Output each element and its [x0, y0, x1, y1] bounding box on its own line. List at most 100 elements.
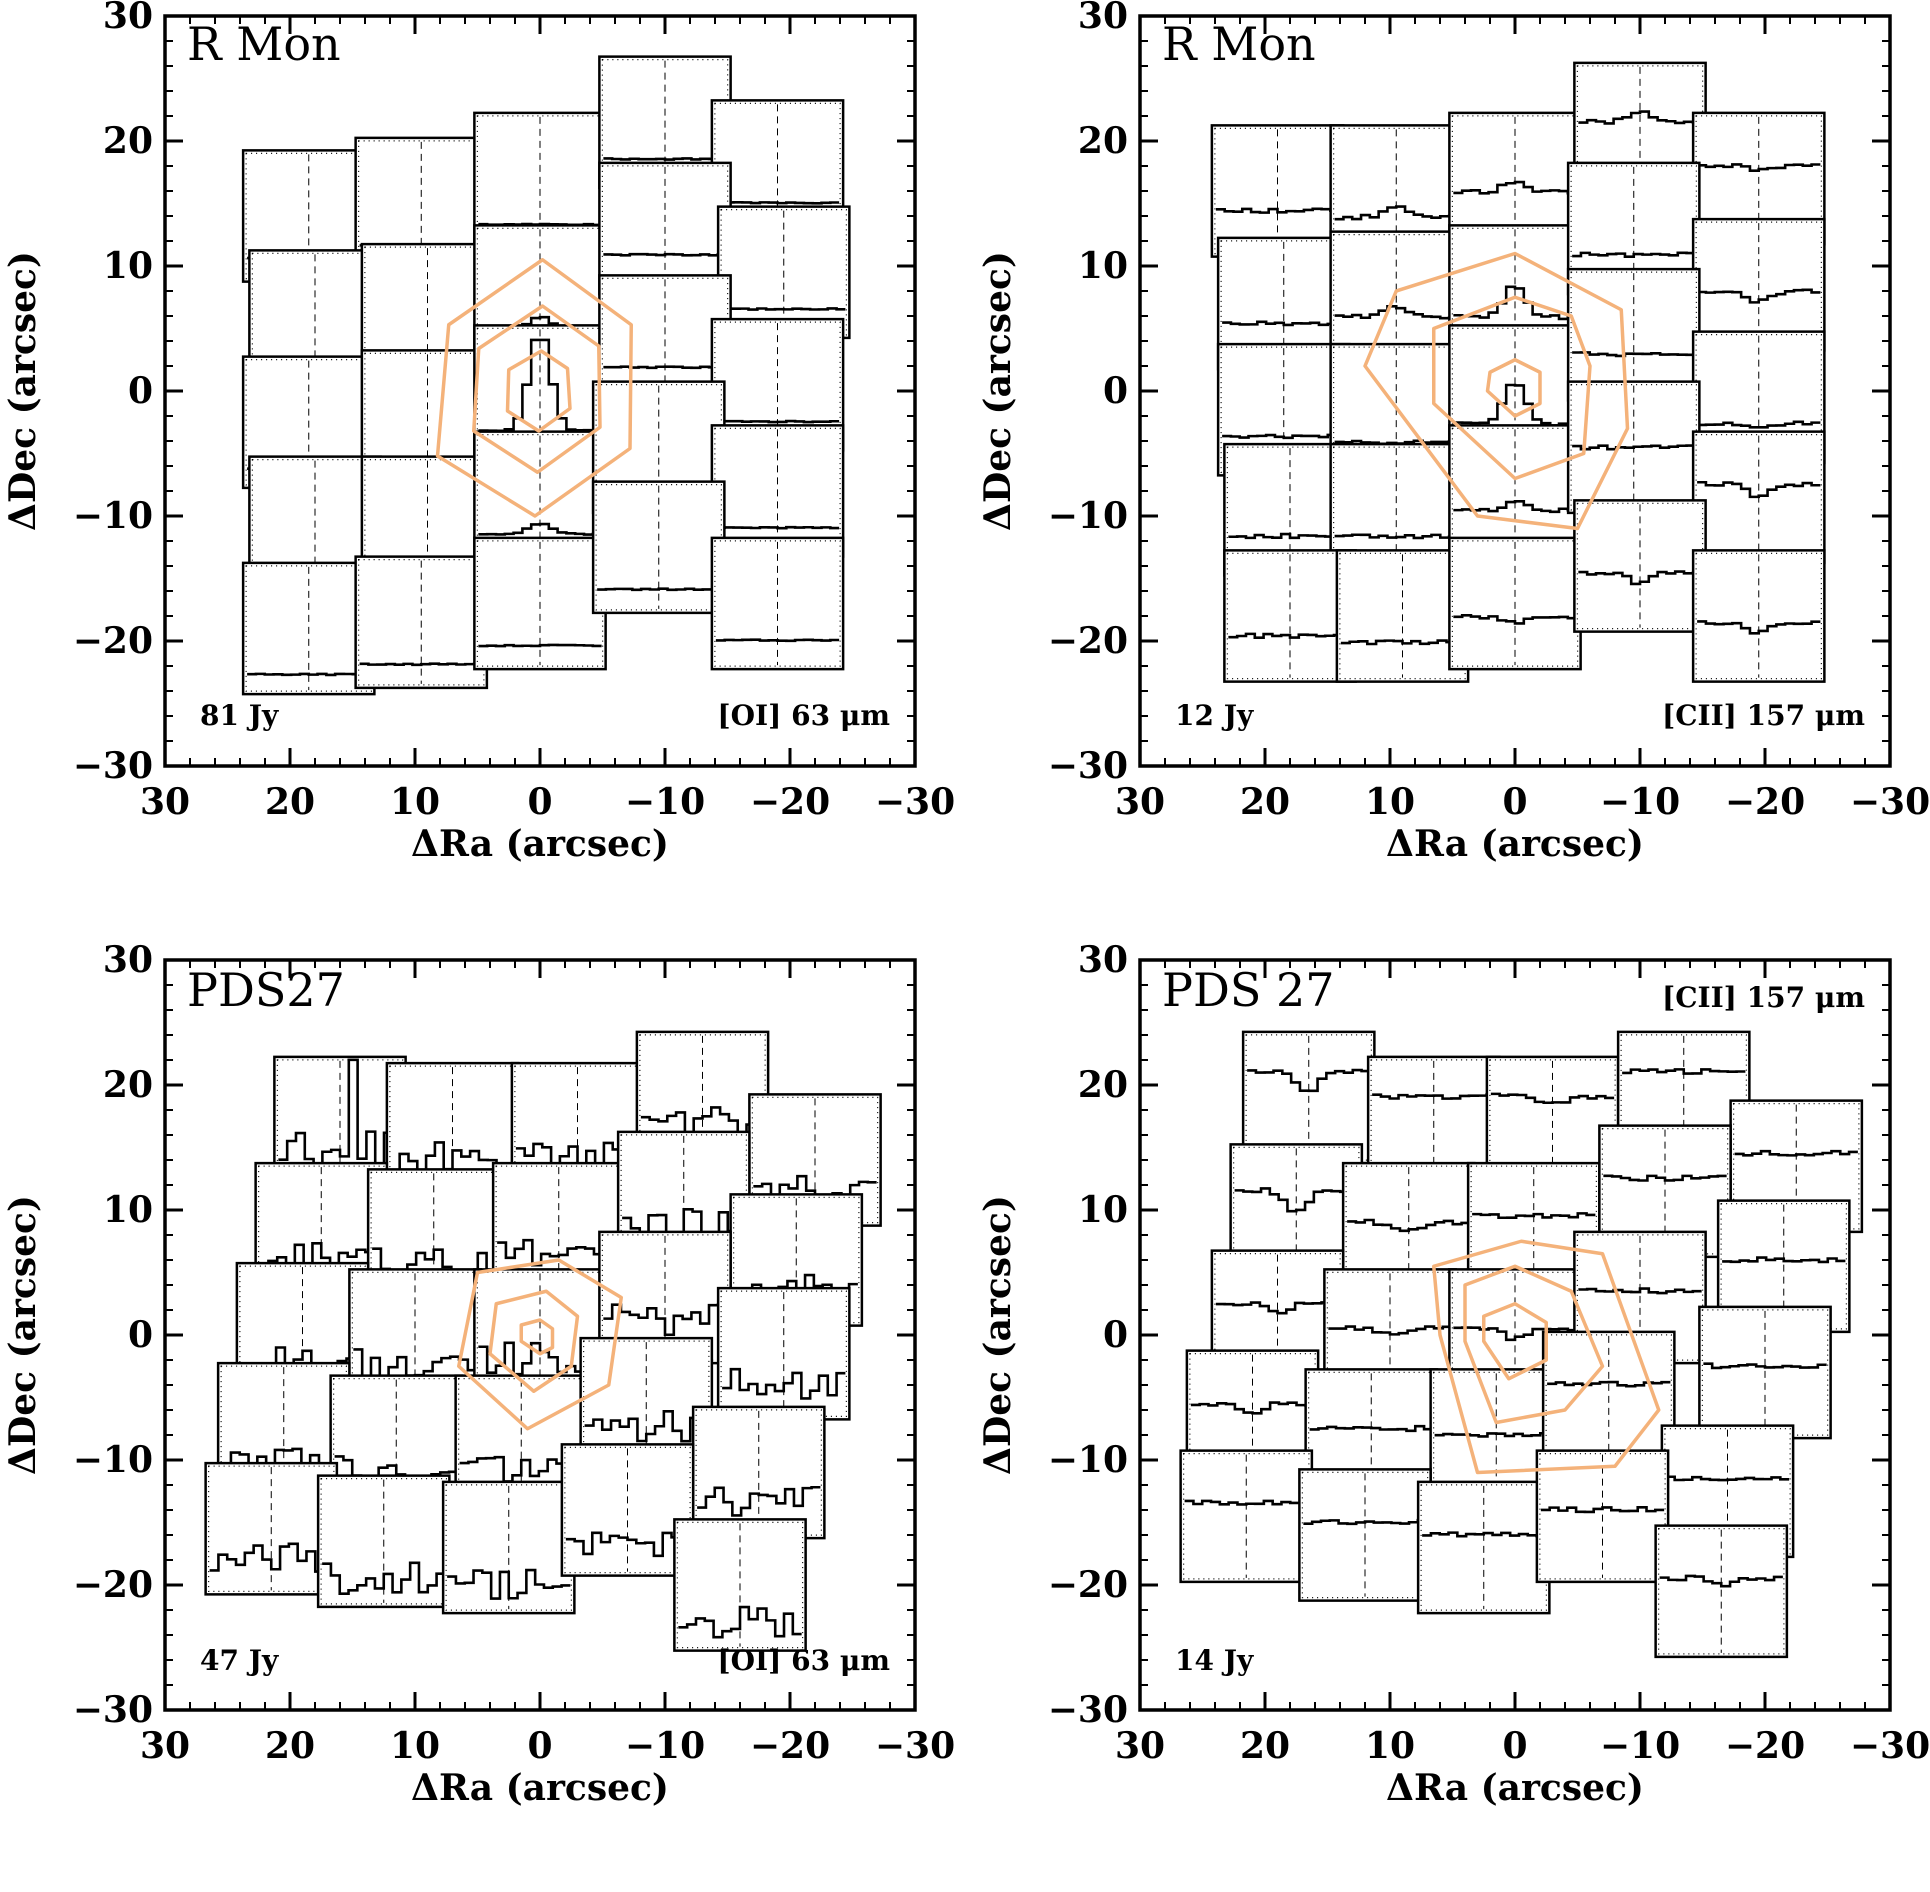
contour-line [488, 1289, 580, 1393]
x-tick-label: −20 [750, 1725, 830, 1767]
axes-group: 30 20 10 0 −10 −20 −30 −30 −20 −10 0 10 20 30 [1048, 0, 1930, 823]
y-tick-label: −20 [73, 620, 153, 662]
spectrum-line [1328, 1325, 1452, 1336]
y-tick-label: −10 [1048, 495, 1128, 537]
spectrum-line [1659, 1574, 1783, 1588]
spectrum-line [715, 419, 840, 424]
spaxel-box [473, 536, 607, 671]
panel-title: R Mon [1162, 17, 1316, 71]
x-tick-label: −10 [625, 1725, 705, 1767]
contour-line [1482, 1302, 1548, 1381]
line-note: [OI] 63 μm [717, 1644, 890, 1677]
spectrum-line [478, 643, 602, 648]
spectrum-line [1334, 533, 1458, 540]
spectrum-line [1572, 351, 1696, 358]
spectrum-line [1222, 320, 1346, 327]
panel-r-mon-cii: 30 20 10 0 −10 −20 −30 −30 −20 −10 0 10 20 30 R Mon 1… [977, 0, 1930, 865]
x-tick-label: 0 [1502, 1725, 1527, 1767]
flux-note: 47 Jy [200, 1644, 279, 1677]
spectrum-line [1697, 480, 1821, 499]
spectrum-line [1540, 1505, 1665, 1514]
contour-line [1432, 1239, 1661, 1475]
spectrum-line [1247, 1068, 1371, 1093]
x-tick-label: 20 [265, 1725, 315, 1767]
spectrum-line [1453, 614, 1577, 625]
contour-line [505, 349, 572, 433]
spectrum-line [603, 1303, 727, 1337]
spaxel-box [1566, 380, 1701, 515]
contour-line [1432, 295, 1592, 481]
spectrum-line [1303, 1518, 1427, 1526]
spectrum-line [715, 525, 840, 530]
x-tick-label: −20 [1725, 1725, 1805, 1767]
y-tick-label: 30 [103, 0, 153, 37]
spectrum-line [1578, 570, 1702, 586]
spaxel-group [241, 55, 851, 696]
y-tick-label: 0 [1103, 1314, 1128, 1356]
x-tick-label: −30 [1850, 1725, 1930, 1767]
spectrum-line [1697, 620, 1821, 635]
x-tick-label: 30 [140, 781, 190, 823]
spectrum-line [1434, 1431, 1558, 1438]
spectrum-line [1190, 1401, 1315, 1415]
x-axis-title: ΔRa (arcsec) [411, 823, 669, 865]
spectrum-line [1372, 1093, 1496, 1100]
spaxel-group [1179, 1030, 1864, 1659]
spectrum-line [715, 200, 840, 205]
spectrum-line [1697, 420, 1821, 429]
x-axis-title: ΔRa (arcsec) [1386, 1767, 1644, 1809]
spaxel-box [691, 1405, 826, 1540]
spaxel-box [354, 555, 489, 690]
x-axis-title: ΔRa (arcsec) [1386, 823, 1644, 865]
spaxel-box [673, 1518, 807, 1652]
spectrum-line [1572, 444, 1696, 451]
spaxel-box [316, 1474, 451, 1609]
spaxel-box [1210, 124, 1345, 258]
spectrum-line [1347, 1218, 1471, 1233]
spectrum-line [678, 1605, 802, 1639]
contour-line [1363, 251, 1630, 531]
spaxel-group [1210, 61, 1826, 683]
y-axis-title: ΔDec (arcsec) [977, 1195, 1019, 1475]
contour-group [1363, 251, 1630, 531]
spaxel-box [1654, 1524, 1789, 1659]
y-tick-label: 0 [128, 370, 153, 412]
spectrum-line [715, 638, 840, 643]
y-tick-label: −10 [73, 1439, 153, 1481]
y-axis-title: ΔDec (arcsec) [977, 251, 1019, 531]
spaxel-box [1448, 536, 1582, 671]
spaxel-box [1329, 230, 1464, 365]
y-tick-label: −10 [1048, 1439, 1128, 1481]
spaxel-box [1573, 499, 1707, 633]
spectrum-line [359, 662, 483, 667]
y-tick-label: 10 [103, 245, 153, 287]
x-tick-label: 20 [265, 781, 315, 823]
spectrum-line [1184, 1499, 1308, 1506]
spectrum-line [603, 365, 727, 370]
spaxel-box [710, 424, 845, 558]
spectrum-line [1334, 205, 1458, 221]
spectrum-line [722, 1367, 846, 1400]
spectrum-line [447, 1568, 571, 1600]
x-tick-label: −10 [1600, 1725, 1680, 1767]
spaxel-group [204, 1030, 882, 1652]
spaxel-box [1416, 1480, 1551, 1615]
y-tick-label: 30 [103, 939, 153, 981]
x-tick-label: 10 [1365, 1725, 1415, 1767]
contour-line [457, 1258, 623, 1431]
spaxel-box [1691, 430, 1826, 565]
x-tick-label: −10 [625, 781, 705, 823]
x-tick-label: −30 [1850, 781, 1930, 823]
spaxel-box [1691, 549, 1826, 683]
x-tick-label: −20 [750, 781, 830, 823]
spaxel-box [591, 480, 726, 615]
spectrum-line [247, 672, 371, 677]
x-tick-label: −20 [1725, 781, 1805, 823]
spectrum-line [603, 157, 727, 161]
line-note: [CII] 157 μm [1662, 699, 1865, 732]
x-tick-label: 0 [527, 781, 552, 823]
x-tick-label: −30 [875, 781, 955, 823]
x-tick-label: 30 [140, 1725, 190, 1767]
y-tick-label: 0 [128, 1314, 153, 1356]
